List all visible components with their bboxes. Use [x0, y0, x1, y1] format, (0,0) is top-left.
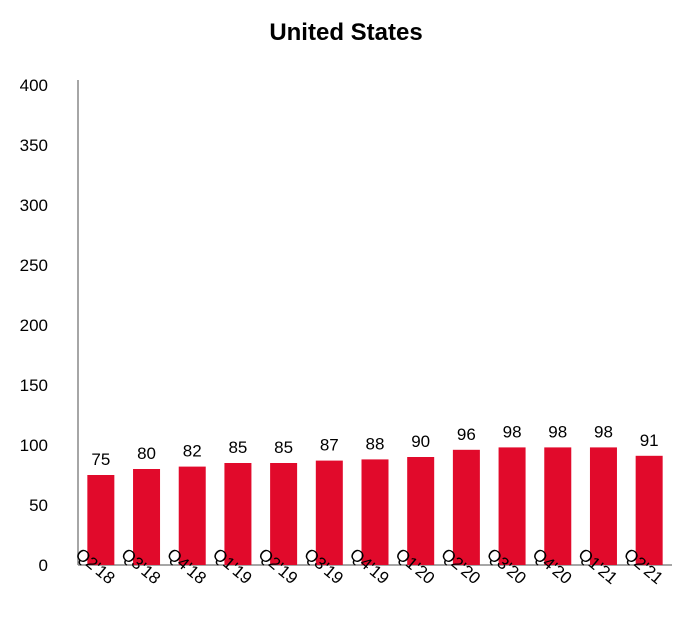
y-tick-label: 100	[20, 436, 48, 455]
bar	[178, 466, 206, 565]
y-axis-ticks: 0 50 100 150 200 250 300 350 400	[20, 76, 48, 575]
bar	[270, 463, 298, 565]
data-label: 87	[320, 436, 339, 455]
data-label: 98	[594, 422, 613, 441]
data-label: 80	[137, 444, 156, 463]
bar	[224, 463, 252, 565]
chart-title: United States	[269, 19, 422, 46]
bar	[544, 447, 572, 565]
bar	[315, 460, 343, 565]
data-label: 96	[457, 425, 476, 444]
y-tick-label: 400	[20, 76, 48, 95]
data-label: 75	[91, 450, 110, 469]
y-tick-label: 150	[20, 376, 48, 395]
data-label: 91	[640, 431, 659, 450]
y-tick-label: 350	[20, 136, 48, 155]
y-tick-label: 50	[29, 496, 48, 515]
y-tick-label: 300	[20, 196, 48, 215]
data-label: 82	[183, 442, 202, 461]
data-label: 85	[274, 438, 293, 457]
data-label: 98	[548, 422, 567, 441]
bar	[589, 447, 617, 565]
bar	[452, 449, 480, 565]
y-tick-label: 200	[20, 316, 48, 335]
bar	[133, 469, 161, 565]
data-label: 90	[411, 432, 430, 451]
bar-series	[87, 447, 663, 565]
bar	[361, 459, 389, 565]
y-tick-label: 0	[39, 556, 48, 575]
bar	[498, 447, 526, 565]
bar	[635, 455, 663, 565]
bar	[87, 475, 115, 565]
bar	[407, 457, 435, 565]
y-tick-label: 250	[20, 256, 48, 275]
data-labels: 75 80 82 85 85 87 88 90 96 98 98 98 91	[91, 422, 658, 469]
data-label: 98	[503, 422, 522, 441]
data-label: 85	[228, 438, 247, 457]
data-label: 88	[366, 434, 385, 453]
